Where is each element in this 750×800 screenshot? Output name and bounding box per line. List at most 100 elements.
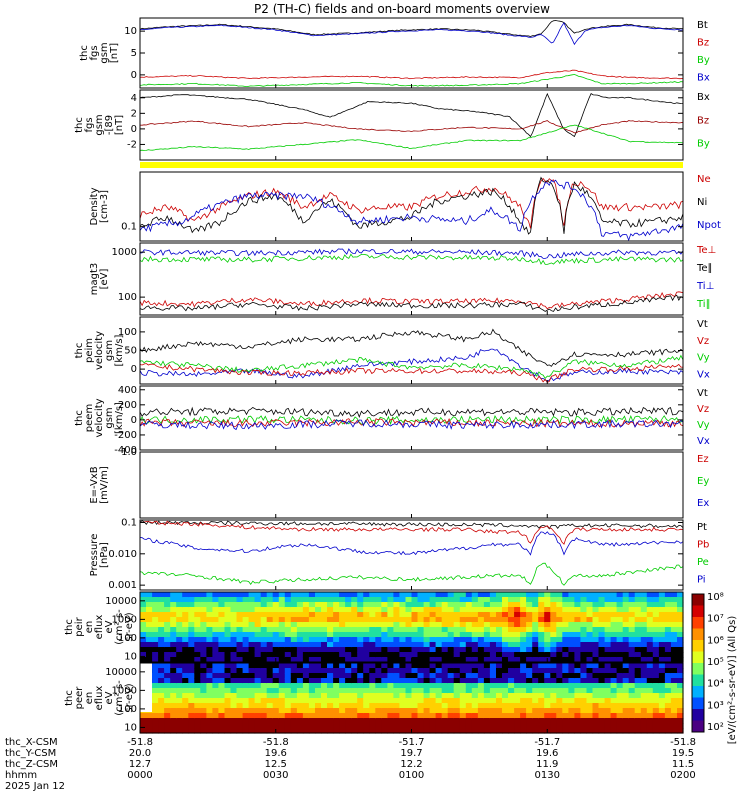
x-tick-label: 0100 bbox=[399, 770, 424, 781]
heatmap-cell bbox=[284, 683, 292, 689]
heatmap-cell bbox=[538, 683, 545, 689]
heatmap-cell bbox=[628, 597, 636, 603]
data-gap bbox=[140, 663, 152, 712]
heatmap-cell bbox=[393, 668, 400, 674]
heatmap-cell bbox=[664, 647, 672, 653]
heatmap-cell bbox=[363, 607, 370, 613]
heatmap-cell bbox=[200, 703, 207, 709]
heatmap-cell bbox=[471, 627, 479, 633]
heatmap-cell bbox=[562, 627, 569, 633]
heatmap-cell bbox=[610, 622, 618, 628]
heatmap-cell bbox=[453, 663, 461, 669]
series-Vy bbox=[139, 414, 684, 426]
heatmap-cell bbox=[302, 708, 310, 714]
heatmap-cell bbox=[369, 683, 376, 689]
heatmap-cell bbox=[586, 652, 594, 658]
heatmap-cell bbox=[170, 708, 177, 714]
heatmap-cell bbox=[146, 642, 153, 648]
heatmap-cell bbox=[339, 673, 346, 679]
heatmap-cell bbox=[417, 678, 425, 684]
heatmap-cell bbox=[610, 612, 618, 618]
heatmap-cell bbox=[483, 652, 491, 658]
heatmap-cell bbox=[302, 627, 310, 633]
y-axis-label: thc bbox=[74, 343, 85, 359]
heatmap-cell bbox=[459, 607, 467, 613]
heatmap-cell bbox=[417, 693, 425, 699]
heatmap-cell bbox=[550, 627, 557, 633]
heatmap-cell bbox=[526, 617, 533, 623]
heatmap-cell bbox=[483, 622, 491, 628]
heatmap-cell bbox=[550, 693, 557, 699]
heatmap-cell bbox=[520, 602, 527, 608]
heatmap-cell bbox=[502, 728, 509, 734]
heatmap-cell bbox=[429, 713, 437, 719]
heatmap-cell bbox=[272, 637, 280, 643]
heatmap-cell bbox=[489, 683, 497, 689]
heatmap-cell bbox=[441, 698, 449, 704]
heatmap-cell bbox=[562, 607, 569, 613]
heatmap-cell bbox=[200, 647, 207, 653]
heatmap-cell bbox=[351, 617, 358, 623]
heatmap-cell bbox=[176, 703, 183, 709]
heatmap-cell bbox=[387, 708, 394, 714]
heatmap-cell bbox=[345, 688, 352, 694]
heatmap-cell bbox=[194, 698, 201, 704]
heatmap-cell bbox=[236, 597, 244, 603]
heatmap-cell bbox=[616, 632, 624, 638]
heatmap-cell bbox=[417, 718, 425, 724]
legend-By: By bbox=[697, 55, 710, 66]
heatmap-cell bbox=[622, 713, 630, 719]
heatmap-cell bbox=[562, 713, 569, 719]
y-axis-label: eV bbox=[104, 691, 115, 704]
heatmap-cell bbox=[315, 632, 322, 638]
heatmap-cell bbox=[206, 617, 213, 623]
heatmap-cell bbox=[423, 617, 431, 623]
heatmap-cell bbox=[514, 663, 521, 669]
heatmap-cell bbox=[465, 723, 473, 729]
heatmap-cell bbox=[646, 597, 654, 603]
heatmap-cell bbox=[164, 683, 171, 689]
heatmap-cell bbox=[670, 647, 678, 653]
heatmap-cell bbox=[610, 637, 618, 643]
heatmap-cell bbox=[574, 708, 581, 714]
heatmap-cell bbox=[302, 597, 310, 603]
heatmap-cell bbox=[411, 612, 419, 618]
heatmap-cell bbox=[164, 713, 171, 719]
heatmap-cell bbox=[212, 607, 219, 613]
heatmap-cell bbox=[375, 642, 382, 648]
heatmap-cell bbox=[308, 698, 316, 704]
heatmap-cell bbox=[526, 647, 533, 653]
heatmap-cell bbox=[550, 708, 557, 714]
heatmap-cell bbox=[483, 718, 491, 724]
legend-Vy: Vy bbox=[697, 353, 710, 364]
heatmap-cell bbox=[598, 673, 606, 679]
heatmap-cell bbox=[634, 668, 642, 674]
heatmap-cell bbox=[628, 673, 636, 679]
heatmap-cell bbox=[351, 592, 358, 598]
heatmap-cell bbox=[140, 728, 147, 734]
heatmap-cell bbox=[230, 617, 238, 623]
heatmap-cell bbox=[622, 607, 630, 613]
heatmap-cell bbox=[477, 713, 485, 719]
heatmap-cell bbox=[586, 622, 594, 628]
heatmap-cell bbox=[586, 617, 594, 623]
colorbar-tick-label: 10³ bbox=[707, 700, 724, 711]
heatmap-cell bbox=[399, 708, 406, 714]
heatmap-cell bbox=[502, 713, 509, 719]
heatmap-cell bbox=[206, 647, 213, 653]
heatmap-cell bbox=[634, 698, 642, 704]
heatmap-cell bbox=[556, 718, 563, 724]
heatmap-cell bbox=[188, 647, 195, 653]
heatmap-cell bbox=[556, 607, 563, 613]
heatmap-cell bbox=[411, 647, 419, 653]
heatmap-cell bbox=[387, 728, 394, 734]
heatmap-cell bbox=[170, 678, 177, 684]
heatmap-cell bbox=[526, 713, 533, 719]
heatmap-cell bbox=[206, 627, 213, 633]
heatmap-cell bbox=[278, 723, 286, 729]
heatmap-cell bbox=[514, 622, 521, 628]
heatmap-cell bbox=[514, 647, 521, 653]
heatmap-cell bbox=[218, 693, 225, 699]
legend-Te∥: Te∥ bbox=[696, 263, 713, 274]
